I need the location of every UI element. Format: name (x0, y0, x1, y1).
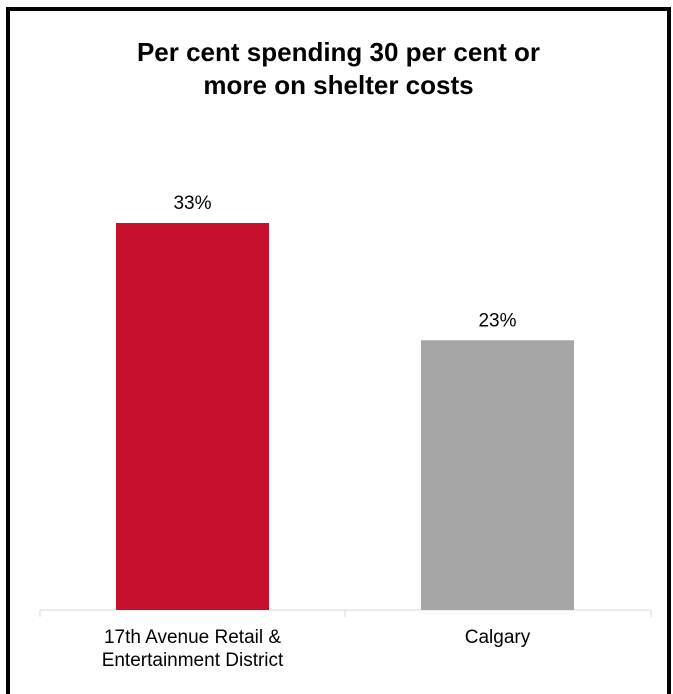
category-label-1: 17th Avenue Retail & Entertainment Distr… (101, 627, 284, 671)
bar-2 (421, 340, 574, 610)
bar-1 (116, 223, 269, 610)
chart-title: Per cent spending 30 per cent or more on… (136, 37, 541, 100)
data-label-2: 23% (478, 310, 516, 331)
data-labels-layer: 33% 23% (173, 193, 516, 331)
bars-layer (116, 223, 574, 610)
axis-layer (39, 609, 652, 617)
category-label-2: Calgary (464, 627, 531, 648)
data-label-1: 33% (173, 193, 211, 214)
